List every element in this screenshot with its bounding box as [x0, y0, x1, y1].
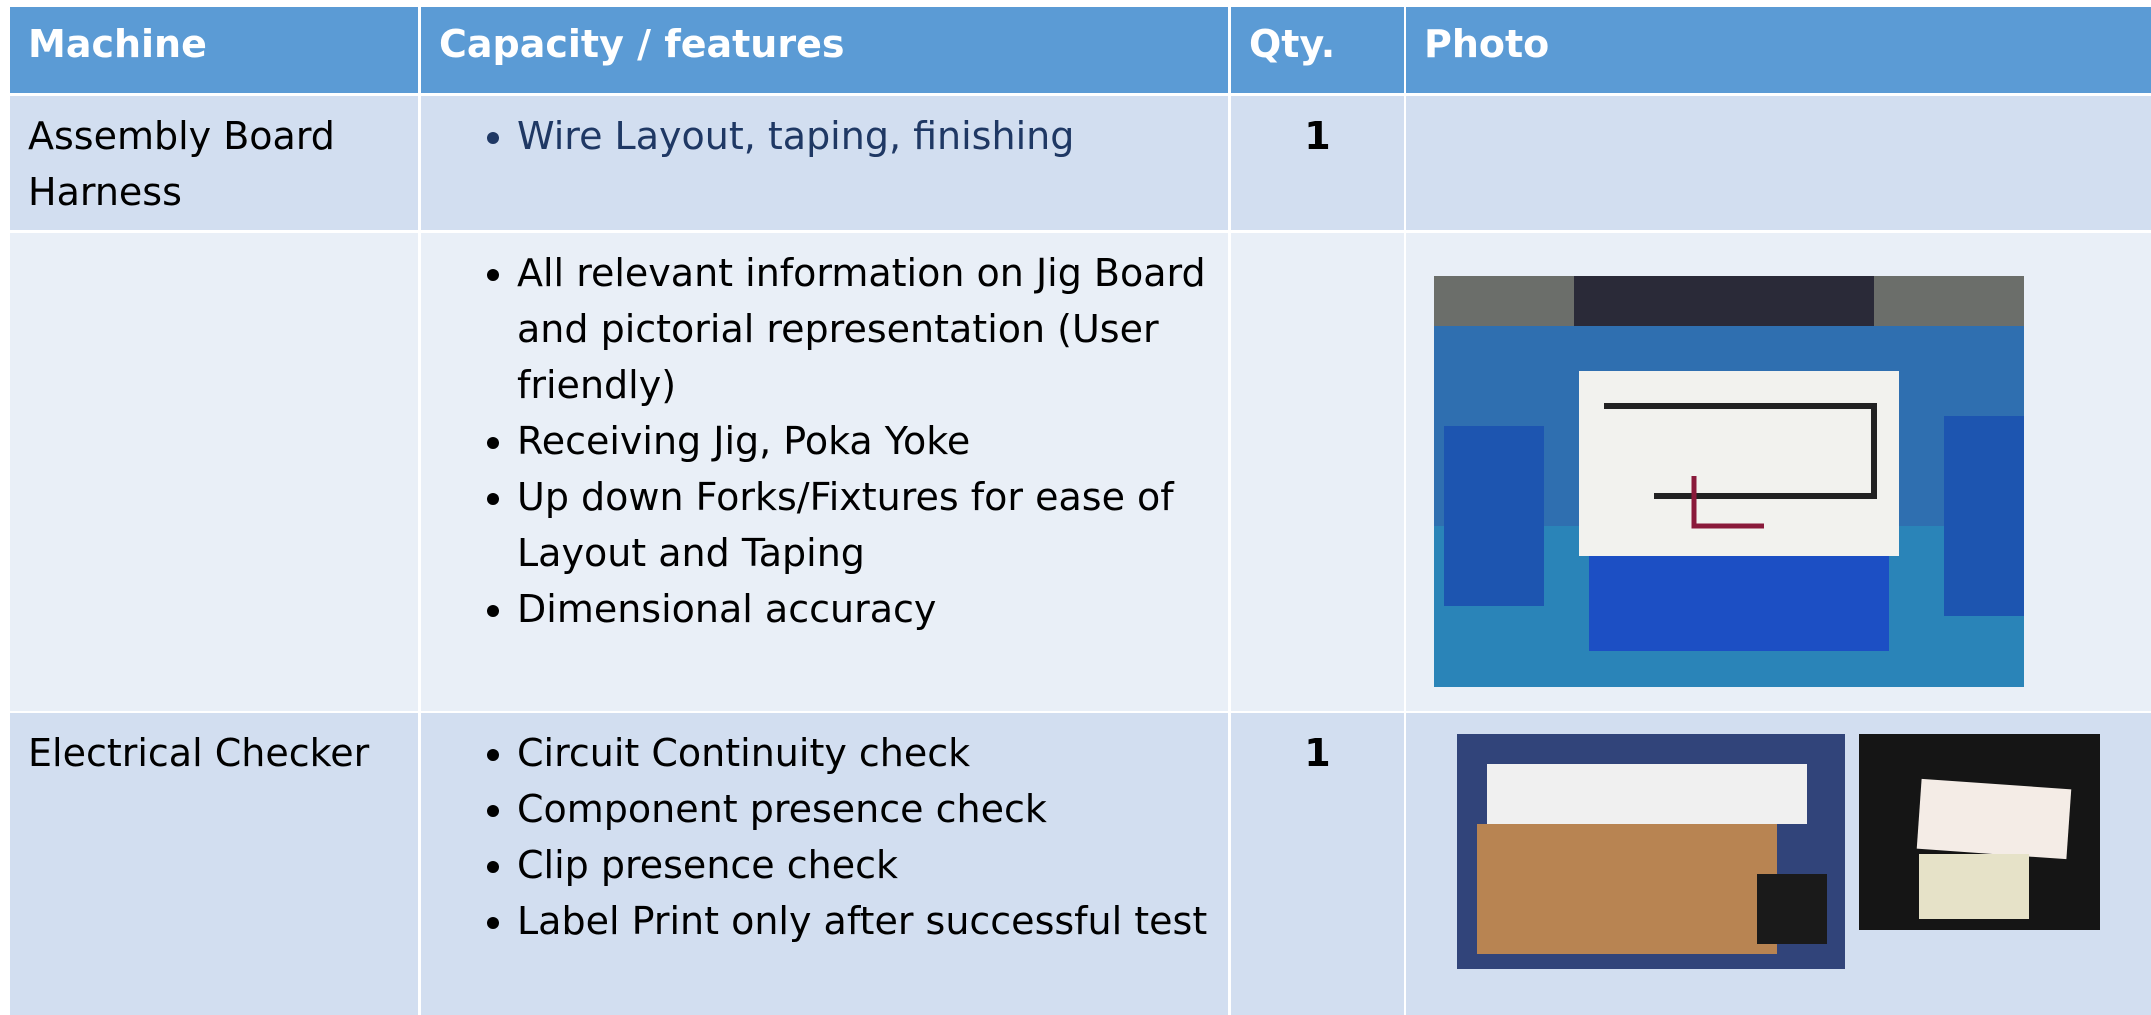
photo-label [1859, 734, 2100, 930]
feature-item: Circuit Continuity check [517, 725, 1210, 781]
feature-list: Circuit Continuity checkComponent presen… [439, 725, 1210, 949]
header-cell: Qty. [1231, 7, 1404, 93]
feature-item: Label Print only after successful test [517, 893, 1210, 949]
features-cell: Wire Layout, taping, finishing [421, 96, 1228, 230]
qty-cell: 1 [1231, 713, 1404, 1015]
features-cell: Circuit Continuity checkComponent presen… [421, 713, 1228, 1015]
feature-list: Wire Layout, taping, finishing [439, 108, 1210, 164]
feature-item: Dimensional accuracy [517, 581, 1210, 637]
machine-cell: Electrical Checker [10, 713, 418, 1015]
feature-item: Clip presence check [517, 837, 1210, 893]
photo-checker [1457, 734, 1845, 969]
machine-cell: Assembly Board Harness [10, 96, 418, 230]
header-cell: Capacity / features [421, 7, 1228, 93]
qty-cell [1231, 233, 1404, 711]
photo-cell [1406, 96, 2151, 230]
header-cell: Machine [10, 7, 418, 93]
feature-item: Up down Forks/Fixtures for ease of Layou… [517, 469, 1210, 581]
photo-jig-board [1434, 276, 2024, 687]
feature-list: All relevant information on Jig Board an… [439, 245, 1210, 637]
header-cell: Photo [1406, 7, 2151, 93]
feature-item: Wire Layout, taping, finishing [517, 108, 1210, 164]
feature-item: All relevant information on Jig Board an… [517, 245, 1210, 413]
feature-item: Component presence check [517, 781, 1210, 837]
machine-cell [10, 233, 418, 711]
feature-item: Receiving Jig, Poka Yoke [517, 413, 1210, 469]
qty-cell: 1 [1231, 96, 1404, 230]
features-cell: All relevant information on Jig Board an… [421, 233, 1228, 711]
